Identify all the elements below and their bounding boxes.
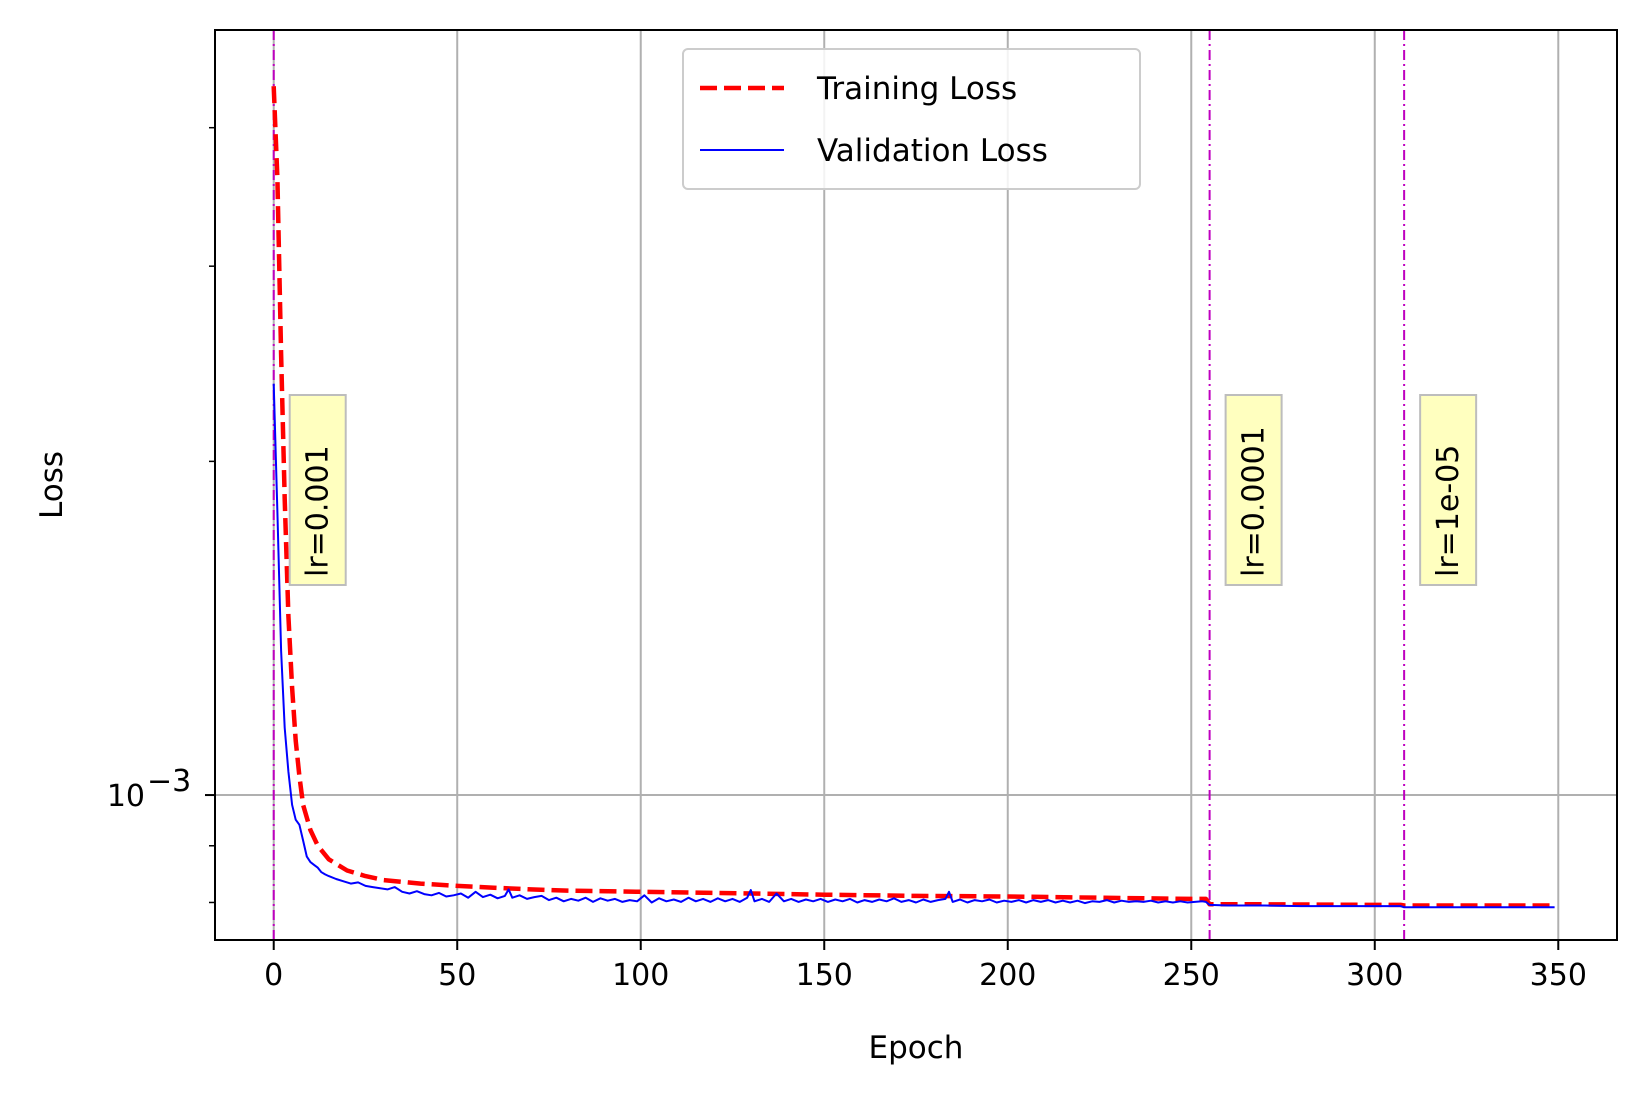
series-line-training-loss [271, 86, 1555, 908]
series-lines [271, 86, 1555, 909]
x-axis-label: Epoch [869, 1030, 964, 1066]
legend-box [682, 48, 1141, 190]
legend: Training Loss Validation Loss [682, 48, 1141, 190]
x-tick-label: 350 [1530, 958, 1587, 993]
y-tick-label: 10 [107, 779, 145, 814]
lr-annotation-label: lr=1e-05 [1431, 445, 1466, 577]
lr-annotation-box [288, 394, 347, 586]
x-tick-label: 250 [1163, 958, 1220, 993]
legend-label-training-loss: Training Loss [816, 71, 1017, 107]
x-tick-label: 100 [612, 958, 669, 993]
y-tick-label-exponent: −3 [147, 764, 191, 799]
legend-label-validation-loss: Validation Loss [817, 133, 1048, 169]
x-tick-label: 0 [264, 958, 283, 993]
x-tick-label: 150 [796, 958, 853, 993]
series-line-validation-loss [272, 383, 1555, 909]
lr-annotation-box [1419, 394, 1478, 586]
lr-annotation-label: lr=0.001 [301, 445, 336, 577]
plot-area-frame [214, 29, 1618, 941]
x-tick-label: 300 [1346, 958, 1403, 993]
x-tick-label: 200 [979, 958, 1036, 993]
lr-marker-lines [272, 30, 1406, 940]
y-axis-label: Loss [34, 451, 70, 519]
x-tick-label: 50 [438, 958, 476, 993]
lr-annotation-box [1224, 394, 1283, 586]
lr-annotation-label: lr=0.0001 [1237, 426, 1272, 577]
lr-annotations: lr=0.001 lr=0.0001 lr=1e-05 [288, 394, 1478, 586]
axis-ticks: 0 50 100 150 200 250 300 350 10 −3 [107, 126, 1587, 993]
